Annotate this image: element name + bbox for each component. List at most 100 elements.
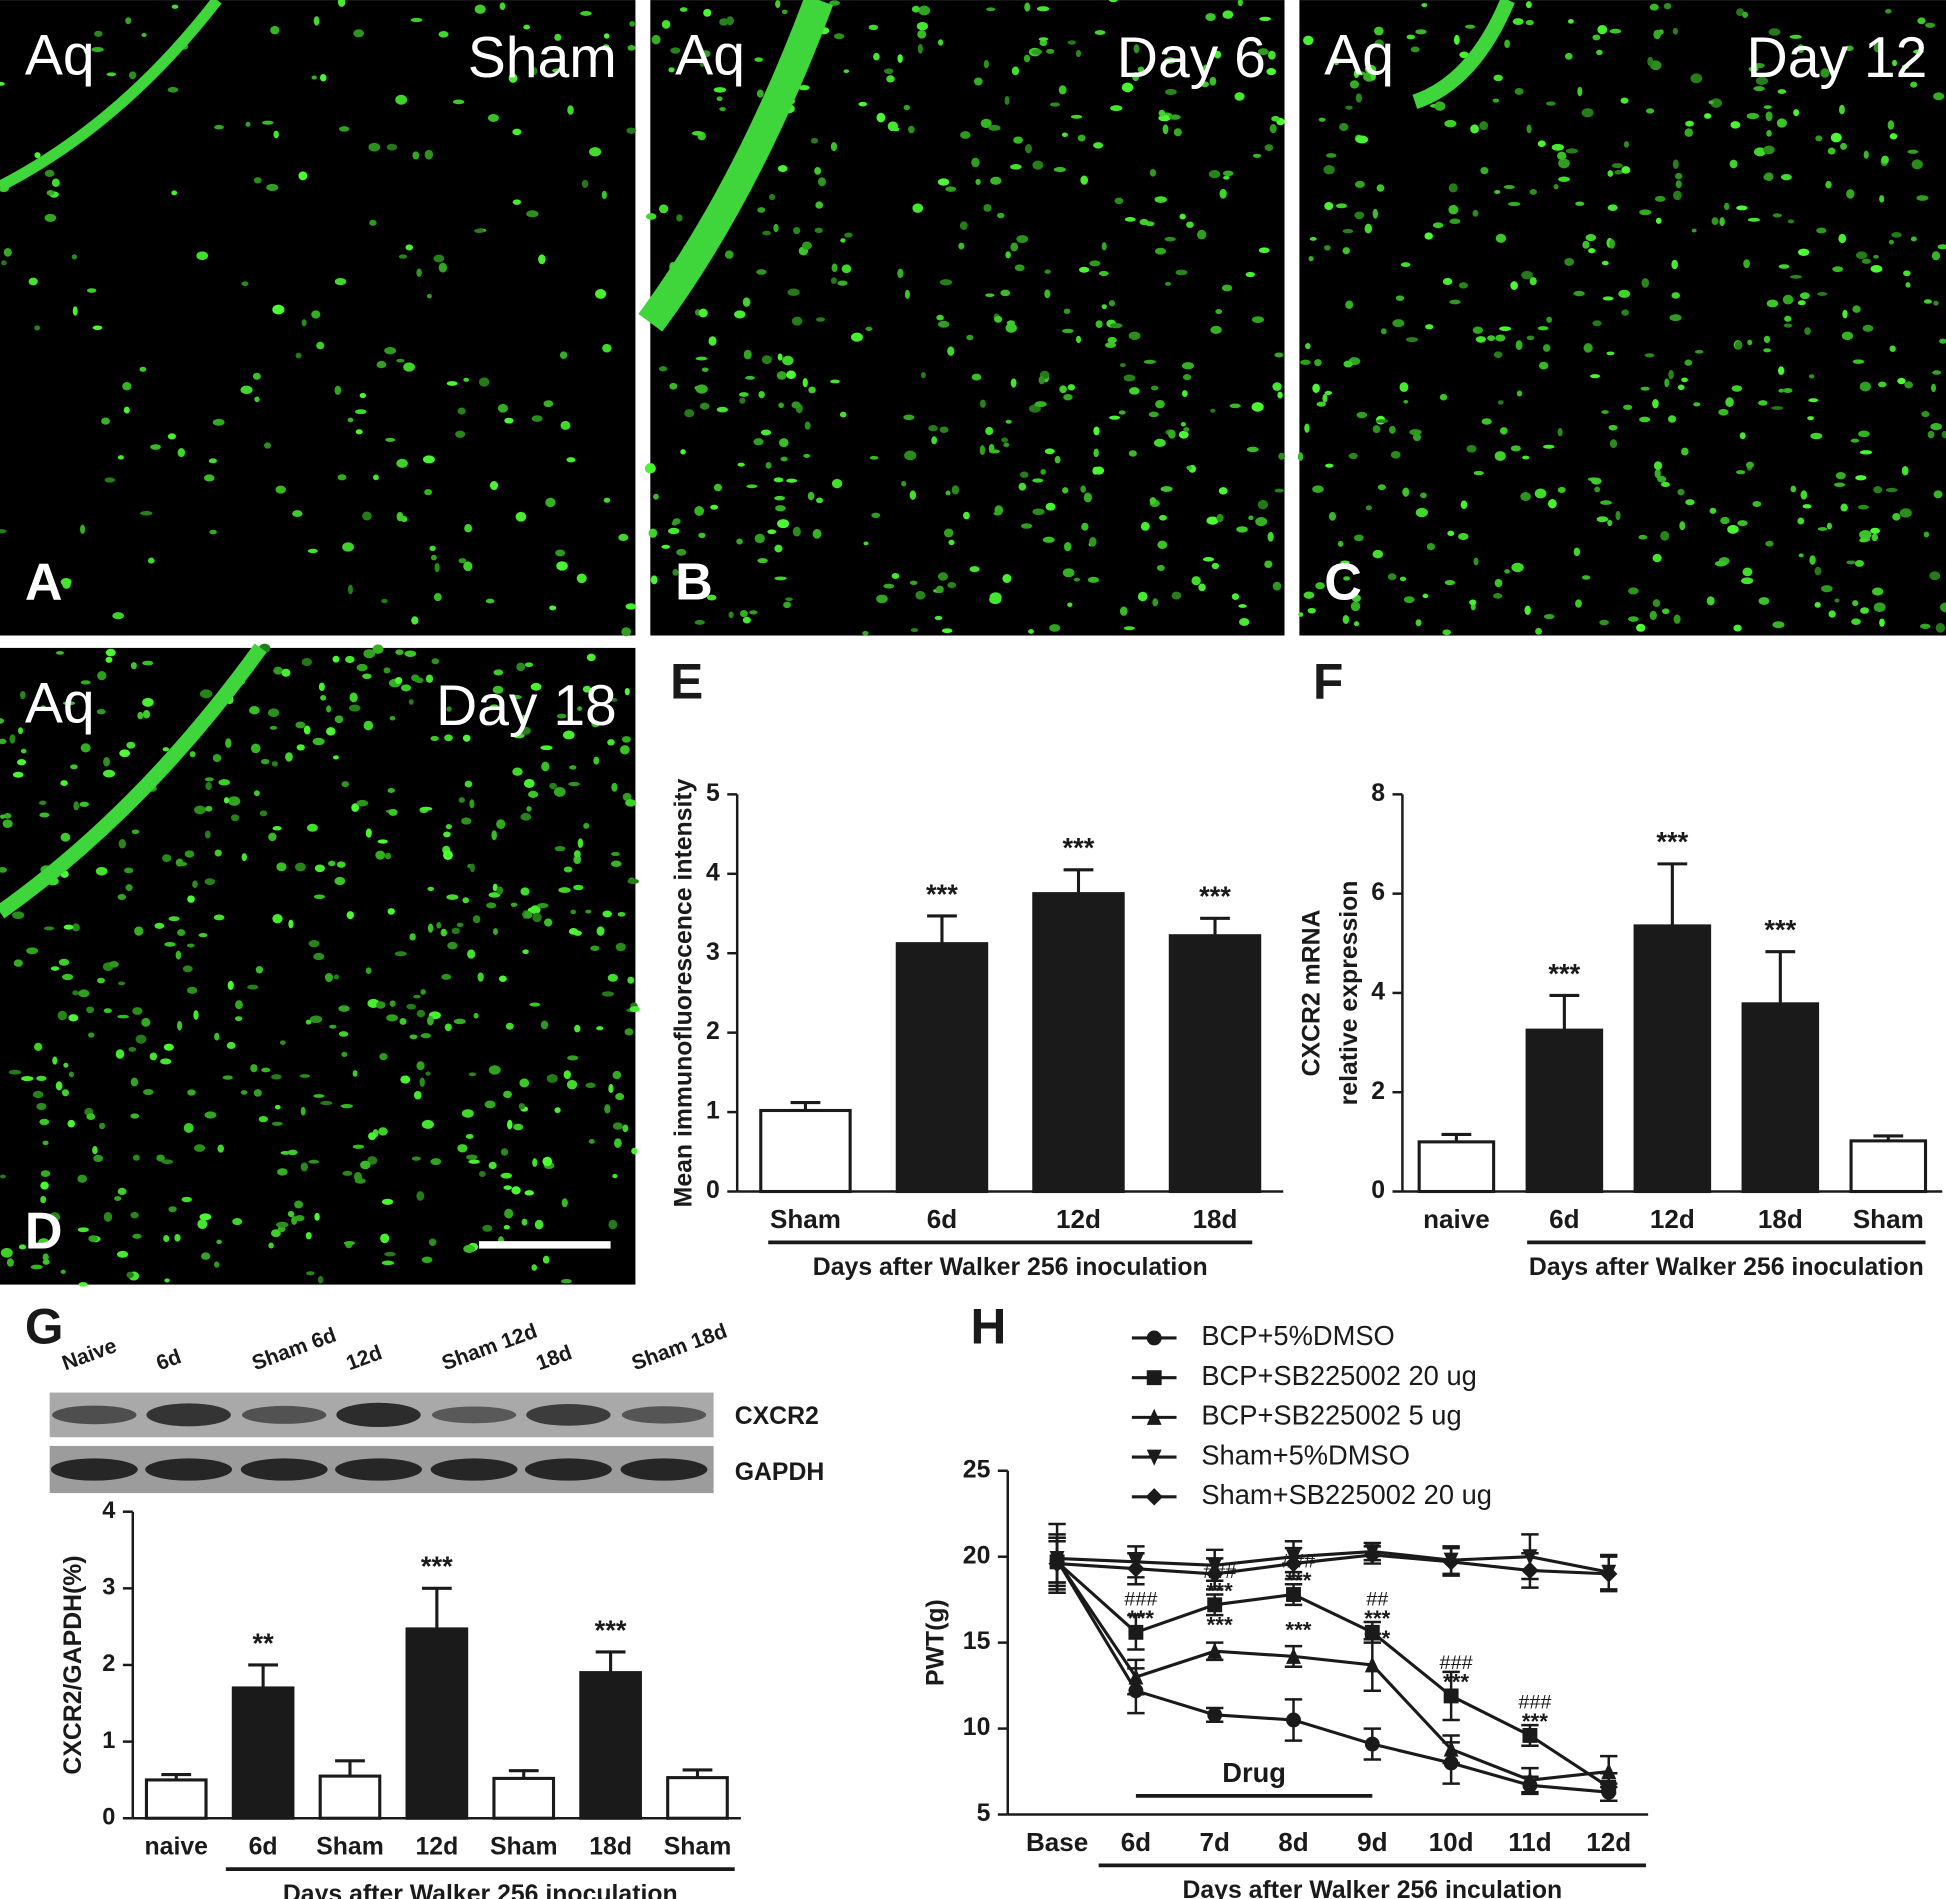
cell xyxy=(473,1012,479,1019)
cell xyxy=(778,402,784,409)
cell xyxy=(326,727,336,736)
cell xyxy=(1168,429,1176,439)
cell xyxy=(461,817,472,825)
cell xyxy=(573,884,584,891)
cell xyxy=(868,24,879,31)
cell xyxy=(562,730,575,740)
cell xyxy=(1646,108,1655,114)
cell xyxy=(411,674,420,682)
cell xyxy=(416,1009,426,1018)
cell xyxy=(1132,71,1140,82)
cell xyxy=(756,89,764,98)
cell xyxy=(458,797,465,803)
cell xyxy=(928,425,938,432)
cell xyxy=(1223,175,1230,180)
cell xyxy=(1746,112,1759,120)
cell xyxy=(791,316,803,326)
cell xyxy=(445,823,452,830)
cell xyxy=(776,371,787,380)
cell xyxy=(893,127,900,132)
cell xyxy=(1044,289,1051,299)
cell xyxy=(259,810,268,817)
cell xyxy=(1458,532,1469,541)
cell xyxy=(413,1090,422,1100)
cell xyxy=(1753,86,1765,92)
cell xyxy=(368,142,381,152)
cell xyxy=(1210,408,1216,413)
cell xyxy=(96,708,106,715)
x-tick-label: 18d xyxy=(1758,1204,1803,1234)
cell xyxy=(1351,594,1361,603)
cell xyxy=(52,1056,58,1065)
cell xyxy=(937,178,950,186)
y-tick-label: 3 xyxy=(706,939,720,966)
cell xyxy=(381,1260,395,1266)
point xyxy=(1207,1707,1223,1723)
cell xyxy=(186,943,195,948)
cell xyxy=(615,942,626,952)
cell xyxy=(420,806,433,811)
cell xyxy=(1133,44,1140,54)
cell xyxy=(1618,289,1631,298)
cell xyxy=(485,598,495,604)
cell xyxy=(193,1010,199,1020)
cell xyxy=(1861,258,1871,264)
cell xyxy=(1238,604,1247,608)
panel-condition: Day 6 xyxy=(1117,26,1266,90)
cell xyxy=(680,449,686,455)
cell xyxy=(1654,469,1661,479)
cell xyxy=(1355,135,1369,144)
cell xyxy=(3,812,12,819)
cell xyxy=(552,68,564,73)
cell xyxy=(1114,197,1124,205)
cell xyxy=(0,529,7,534)
cell xyxy=(1599,619,1609,626)
cell xyxy=(1545,101,1556,106)
cell xyxy=(871,512,881,519)
cell xyxy=(355,429,363,435)
legend-marker xyxy=(1146,1330,1162,1346)
cell xyxy=(1582,240,1590,249)
cell xyxy=(58,958,70,966)
cell xyxy=(651,34,661,45)
y-tick-label: 0 xyxy=(102,1803,115,1829)
cell xyxy=(1825,180,1832,189)
cell xyxy=(1763,145,1775,155)
cell xyxy=(409,933,416,941)
cell xyxy=(1766,299,1779,308)
cell xyxy=(555,549,566,557)
cell xyxy=(55,650,64,655)
cell xyxy=(791,401,801,409)
cell xyxy=(1583,343,1593,353)
cell xyxy=(378,1127,388,1136)
cell xyxy=(228,796,241,806)
cell xyxy=(1522,455,1530,460)
bar xyxy=(1417,1140,1496,1194)
cell xyxy=(1790,274,1802,279)
cell xyxy=(1063,394,1073,401)
cell xyxy=(1858,430,1870,438)
cell xyxy=(1525,19,1534,26)
cell xyxy=(70,764,78,770)
cell xyxy=(566,1079,578,1090)
cell xyxy=(389,715,396,721)
cell xyxy=(300,1106,306,1116)
cell xyxy=(1374,39,1384,48)
cell xyxy=(1581,108,1594,118)
cell xyxy=(362,511,372,521)
cell xyxy=(518,1103,526,1110)
cell xyxy=(61,1089,70,1097)
cell xyxy=(558,887,571,893)
cell xyxy=(196,251,209,261)
cell xyxy=(1592,320,1602,327)
cell xyxy=(1548,498,1557,509)
cell xyxy=(510,902,518,907)
cell xyxy=(762,230,771,236)
significance: *** xyxy=(1764,914,1796,945)
cell xyxy=(416,1061,425,1071)
cell xyxy=(568,781,580,787)
cell xyxy=(181,1196,192,1203)
cell xyxy=(768,193,776,201)
cell xyxy=(971,157,980,168)
cell xyxy=(780,456,788,462)
